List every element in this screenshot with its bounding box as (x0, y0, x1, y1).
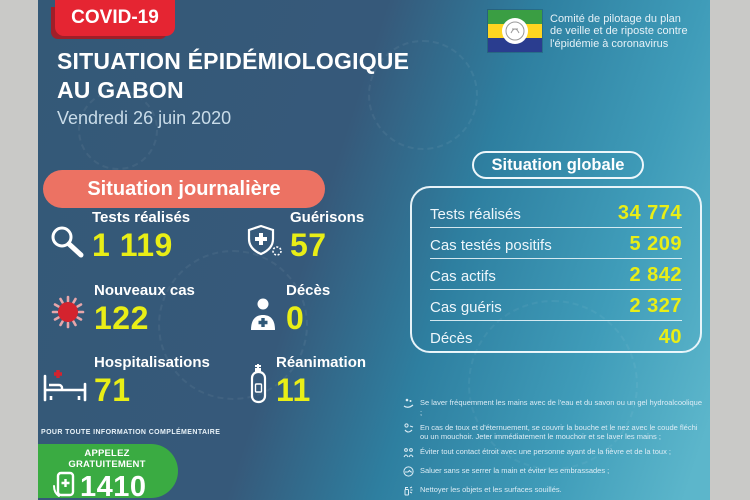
daily-section-title: Situation journalière (43, 170, 325, 208)
no-handshake-icon (403, 466, 415, 480)
person-icon (246, 296, 280, 334)
table-row: Tests réalisés 34 774 (430, 197, 682, 228)
hotline-pill: APPELEZ GRATUITEMENT 1410 (38, 444, 178, 500)
list-item: Nettoyer les objets et les surfaces soui… (403, 485, 703, 499)
poster-background: COVID-19 SITUATION ÉPIDÉMIOLOGIQUE AU GA… (38, 0, 710, 500)
virus-icon (48, 292, 88, 334)
hospital-bed-icon (42, 366, 88, 406)
list-item: Se laver fréquemment les mains avec de l… (403, 398, 703, 418)
stat-nouveaux-cas: Nouveaux cas 122 (48, 282, 195, 334)
stat-guerisons: Guérisons 57 (246, 209, 364, 261)
committee-emblem-icon (502, 18, 528, 44)
list-item: Saluer sans se serrer la main et éviter … (403, 466, 703, 480)
global-stats-table: Tests réalisés 34 774 Cas testés positif… (410, 186, 702, 353)
stat-tests-realises: Tests réalisés 1 119 (48, 209, 190, 261)
hotline-number: 1410 (80, 471, 147, 500)
virus-watermark (468, 300, 638, 470)
stat-reanimation: Réanimation 11 (250, 354, 366, 406)
title-line-2: AU GABON (57, 77, 184, 104)
table-row: Cas testés positifs 5 209 (430, 228, 682, 259)
virus-watermark (158, 250, 308, 400)
right-margin-strip (710, 0, 750, 500)
avoid-contact-icon (403, 447, 415, 461)
report-date: Vendredi 26 juin 2020 (57, 108, 232, 129)
stat-hospitalisations: Hospitalisations 71 (42, 354, 210, 406)
oxygen-tank-icon (250, 362, 270, 406)
stat-deces: Décès 0 (246, 282, 330, 334)
global-section-title: Situation globale (472, 151, 644, 179)
virus-watermark (78, 90, 158, 170)
cough-elbow-icon (403, 422, 415, 443)
covid19-badge: COVID-19 (55, 0, 175, 36)
hotline-cta: APPELEZ GRATUITEMENT (68, 448, 146, 470)
virus-watermark (368, 40, 478, 150)
hand-wash-icon (403, 398, 415, 418)
committee-header: Comité de pilotage du plan de veille et … (488, 10, 688, 52)
shield-cross-icon (246, 223, 284, 261)
hotline-note: POUR TOUTE INFORMATION COMPLÉMENTAIRE (41, 429, 221, 436)
table-row: Cas actifs 2 842 (430, 259, 682, 290)
list-item: En cas de toux et d'éternuement, se couv… (403, 423, 703, 443)
magnifier-icon (48, 223, 86, 261)
hygiene-guidelines: Se laver fréquemment les mains avec de l… (403, 398, 703, 500)
committee-caption: Comité de pilotage du plan de veille et … (550, 13, 688, 50)
left-margin-strip (0, 0, 38, 500)
phone-icon (52, 471, 76, 500)
clean-surfaces-icon (403, 485, 415, 499)
table-row: Décès 40 (430, 321, 682, 352)
page-title: SITUATION ÉPIDÉMIOLOGIQUE AU GABON Vendr… (57, 47, 409, 129)
list-item: Éviter tout contact étroit avec une pers… (403, 447, 703, 461)
gabon-flag-icon (488, 10, 542, 52)
table-row: Cas guéris 2 327 (430, 290, 682, 321)
title-line-1: SITUATION ÉPIDÉMIOLOGIQUE (57, 48, 410, 74)
